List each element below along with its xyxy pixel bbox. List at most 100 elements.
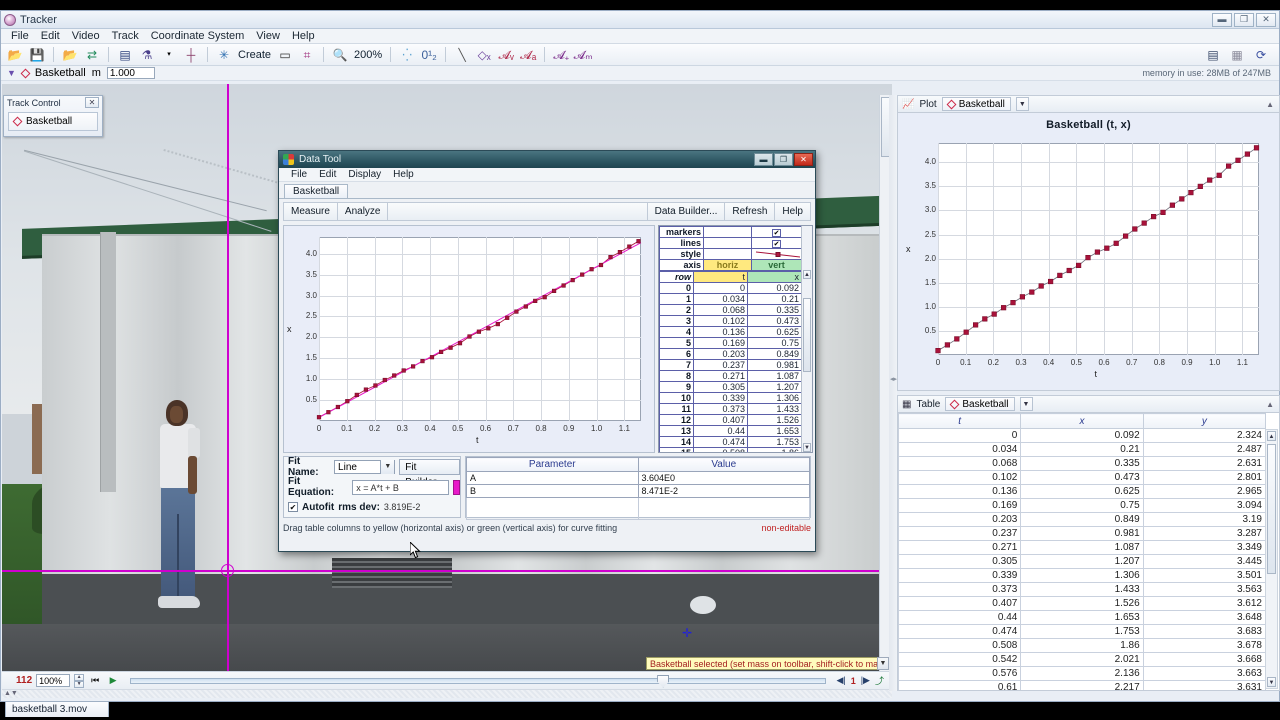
table-cell[interactable]: 2.965 <box>1142 484 1267 499</box>
analyze-button[interactable]: Analyze <box>338 203 389 220</box>
row-t-value[interactable]: 0.203 <box>693 348 748 360</box>
data-point[interactable] <box>1179 196 1185 202</box>
data-point[interactable] <box>345 399 350 404</box>
data-point[interactable] <box>1066 267 1072 274</box>
table-cell[interactable]: 0.981 <box>1020 526 1144 541</box>
data-tool-menu-display[interactable]: Display <box>348 169 382 180</box>
refresh-button[interactable]: Refresh <box>724 203 774 220</box>
table-row[interactable]: 0.576 2.136 3.663 <box>898 666 1267 681</box>
fit-parameters-panel[interactable]: Parameter Value A 3.604E0 B 8.471E-2 <box>465 456 811 520</box>
table-cell[interactable]: 0.474 <box>898 624 1022 639</box>
table-row[interactable]: 0.474 1.753 3.683 <box>898 624 1267 639</box>
axes-icon[interactable]: ┼ <box>186 47 196 62</box>
data-tool-scrollbar-thumb[interactable] <box>803 298 811 372</box>
plot-collapse-icon[interactable]: ▲ <box>1266 99 1274 109</box>
value-col-header[interactable]: Value <box>637 457 810 472</box>
fit-parameters-table[interactable]: Parameter Value A 3.604E0 B 8.471E-2 <box>466 457 810 520</box>
row-x-value[interactable]: 0.21 <box>747 293 802 305</box>
data-point[interactable] <box>1244 151 1251 157</box>
data-point[interactable] <box>411 364 416 369</box>
row-x-value[interactable]: 0.849 <box>747 348 802 360</box>
table-row[interactable]: 0.203 0.849 3.19 <box>898 512 1267 527</box>
table-cell[interactable]: 1.653 <box>1020 610 1144 625</box>
data-point[interactable] <box>617 249 623 255</box>
open-folder-icon[interactable]: 📂 <box>7 47 23 62</box>
table-cell[interactable]: 0.068 <box>898 456 1022 471</box>
param-col-header[interactable]: Parameter <box>466 457 639 472</box>
data-point[interactable] <box>589 267 594 272</box>
menu-help[interactable]: Help <box>291 29 315 42</box>
table-cell[interactable]: 3.612 <box>1142 596 1267 611</box>
table-cell[interactable]: 3.287 <box>1142 526 1267 541</box>
data-tool-row[interactable]: 7 0.237 0.981 <box>659 359 802 371</box>
data-point[interactable] <box>1057 272 1063 279</box>
table-cell[interactable]: 3.563 <box>1142 582 1267 597</box>
meta-style-horiz[interactable] <box>703 248 752 260</box>
row-x-value[interactable]: 1.087 <box>747 370 802 382</box>
data-tool-data-rows[interactable]: row t x 0 0 0.092 1 0.034 0.21 2 0.068 0.335 3 0.102 0… <box>659 271 802 452</box>
meta-row[interactable]: lines ✔ <box>659 237 802 249</box>
table-cell[interactable]: 3.683 <box>1142 624 1267 639</box>
fit-color-swatch[interactable] <box>453 479 460 495</box>
table-cell[interactable]: 3.19 <box>1142 512 1267 527</box>
table-cell[interactable]: 2.021 <box>1020 652 1144 667</box>
data-tool-row[interactable]: 10 0.339 1.306 <box>659 392 802 404</box>
data-point[interactable] <box>1160 209 1166 215</box>
table-column-header[interactable]: y <box>1142 413 1267 429</box>
data-point[interactable] <box>1019 294 1025 300</box>
row-x-value[interactable]: 1.86 <box>747 447 802 452</box>
meta-row[interactable]: style <box>659 248 802 260</box>
data-point[interactable] <box>608 254 613 260</box>
step-size-value[interactable]: 1 <box>850 675 856 686</box>
timeline-knob[interactable] <box>657 674 670 688</box>
net-force-icon[interactable]: 𝓐₊ <box>553 47 570 62</box>
data-tool-row[interactable]: 6 0.203 0.849 <box>659 348 802 360</box>
row-t-value[interactable]: 0.373 <box>693 403 748 415</box>
table-cell[interactable]: 3.663 <box>1142 666 1267 681</box>
data-point[interactable] <box>944 342 950 348</box>
data-tool-plot[interactable]: 0 0.1 0.2 0.3 0.4 0.5 0.6 0.7 0.8 0.9 1.0 1.1 0.5 1.0… <box>283 225 655 453</box>
table-collapse-icon[interactable]: ▲ <box>1266 399 1274 409</box>
data-tool-tab-basketball[interactable]: Basketball <box>284 184 349 198</box>
table-track-chip[interactable]: Basketball <box>945 397 1015 411</box>
data-point[interactable] <box>448 345 453 350</box>
data-point[interactable] <box>1197 183 1203 189</box>
datatool-chart[interactable]: 0 0.1 0.2 0.3 0.4 0.5 0.6 0.7 0.8 0.9 1.0 1.1 0.5 1.0… <box>283 225 655 453</box>
table-cell[interactable]: 0.75 <box>1020 498 1144 513</box>
data-point[interactable] <box>973 322 979 328</box>
table-cell[interactable]: 0.576 <box>898 666 1022 681</box>
track-point-marker[interactable]: ✛ <box>682 626 693 640</box>
table-row[interactable]: 0.136 0.625 2.965 <box>898 484 1267 499</box>
meta-cell-horiz[interactable] <box>703 226 752 238</box>
data-point[interactable] <box>1216 172 1222 178</box>
data-point[interactable] <box>1048 278 1054 285</box>
row-t-value[interactable]: 0.237 <box>693 359 748 371</box>
data-point[interactable] <box>401 368 406 373</box>
data-point[interactable] <box>1085 255 1091 261</box>
row-x-value[interactable]: 1.653 <box>747 425 802 437</box>
table-cell[interactable]: 2.487 <box>1142 442 1267 457</box>
row-x-value[interactable]: 1.433 <box>747 403 802 415</box>
data-point[interactable] <box>1076 262 1082 269</box>
protractor-icon[interactable]: ⌗ <box>303 47 311 62</box>
table-cell[interactable]: 2.631 <box>1142 456 1267 471</box>
data-tool-column-settings[interactable]: markers ✔ lines ✔ style axis horiz vert <box>659 226 802 271</box>
data-point[interactable] <box>392 373 397 378</box>
param-value[interactable]: 3.604E0 <box>637 471 810 485</box>
data-point[interactable] <box>505 315 510 320</box>
table-scroll-down-icon[interactable]: ▼ <box>1267 677 1276 687</box>
data-point[interactable] <box>382 377 387 383</box>
param-row[interactable]: A 3.604E0 <box>466 471 810 485</box>
data-point[interactable] <box>1253 145 1260 151</box>
data-point[interactable] <box>1113 240 1119 246</box>
row-x-value[interactable]: 0.625 <box>747 326 802 338</box>
data-tool-row[interactable]: 5 0.169 0.75 <box>659 337 802 349</box>
momentum-icon[interactable]: 𝓐ₐ <box>520 47 537 62</box>
meta-row[interactable]: axis horiz vert <box>659 259 802 271</box>
data-tool-row[interactable]: 3 0.102 0.473 <box>659 315 802 327</box>
table-cell[interactable]: 0.625 <box>1020 484 1144 499</box>
data-point[interactable] <box>636 239 641 244</box>
table-panel-body[interactable]: t x y 0 0.092 2.324 0.034 0.21 2.487 0.068 0.335 2.… <box>897 413 1280 691</box>
data-point[interactable] <box>1038 283 1044 289</box>
table-cell[interactable]: 2.136 <box>1020 666 1144 681</box>
